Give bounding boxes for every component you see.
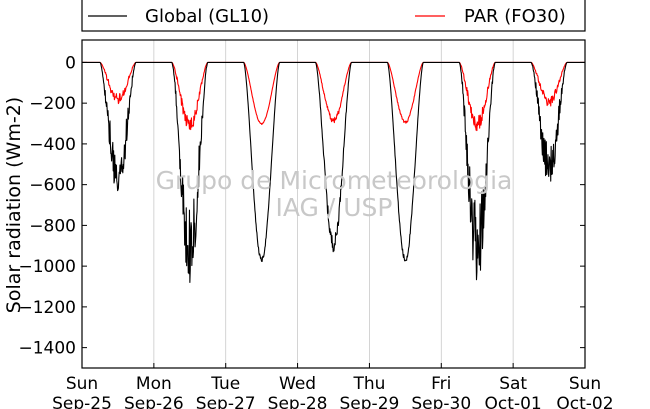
y-tick-label: −200 — [29, 94, 76, 114]
y-axis: 0 −200 −400 −600 −800 −1000 −1200 −1400 — [18, 53, 585, 359]
x-tick-date: Sep-27 — [196, 394, 256, 409]
plot-frame — [81, 39, 586, 369]
x-tick-day: Fri — [431, 374, 451, 394]
legend-box — [81, 0, 586, 32]
y-tick-label: −1400 — [18, 339, 76, 359]
x-tick-day: Tue — [210, 374, 240, 394]
x-tick-day: Wed — [279, 374, 316, 394]
x-tick-date: Sep-30 — [411, 394, 471, 409]
grid-lines — [153, 40, 514, 368]
x-tick-day: Sun — [569, 374, 601, 394]
legend-label-par: PAR (FO30) — [464, 6, 566, 27]
y-axis-label: Solar radiation (Wm-2) — [3, 97, 25, 313]
watermark-line-1: Grupo de Micrometeorologia — [156, 166, 513, 195]
series-line-par — [81, 61, 585, 132]
x-tick-day: Mon — [136, 374, 172, 394]
watermark-line-2: IAG / USP — [276, 193, 393, 222]
legend: Global (GL10) PAR (FO30) — [81, 0, 586, 32]
y-tick-label: −1200 — [18, 298, 76, 318]
y-tick-label: −600 — [29, 176, 76, 196]
legend-label-global: Global (GL10) — [145, 6, 269, 27]
x-tick-date: Sep-29 — [340, 394, 400, 409]
x-tick-date: Sep-26 — [124, 394, 184, 409]
x-tick-date: Sep-28 — [268, 394, 328, 409]
x-axis: SunSep-25MonSep-26TueSep-27WedSep-28ThuS… — [52, 363, 614, 409]
series-line-global — [81, 61, 585, 283]
x-tick-date: Oct-02 — [556, 394, 613, 409]
watermark: Grupo de Micrometeorologia IAG / USP — [156, 166, 513, 222]
x-tick-day: Thu — [352, 374, 385, 394]
x-tick-day: Sun — [66, 374, 98, 394]
x-tick-date: Oct-01 — [485, 394, 542, 409]
x-tick-date: Sep-25 — [52, 394, 112, 409]
y-tick-label: −1000 — [18, 257, 76, 277]
series-layer — [81, 61, 585, 283]
y-tick-label: −800 — [29, 216, 76, 236]
y-tick-label: 0 — [65, 53, 76, 73]
x-tick-day: Sat — [499, 374, 527, 394]
y-tick-label: −400 — [29, 135, 76, 155]
